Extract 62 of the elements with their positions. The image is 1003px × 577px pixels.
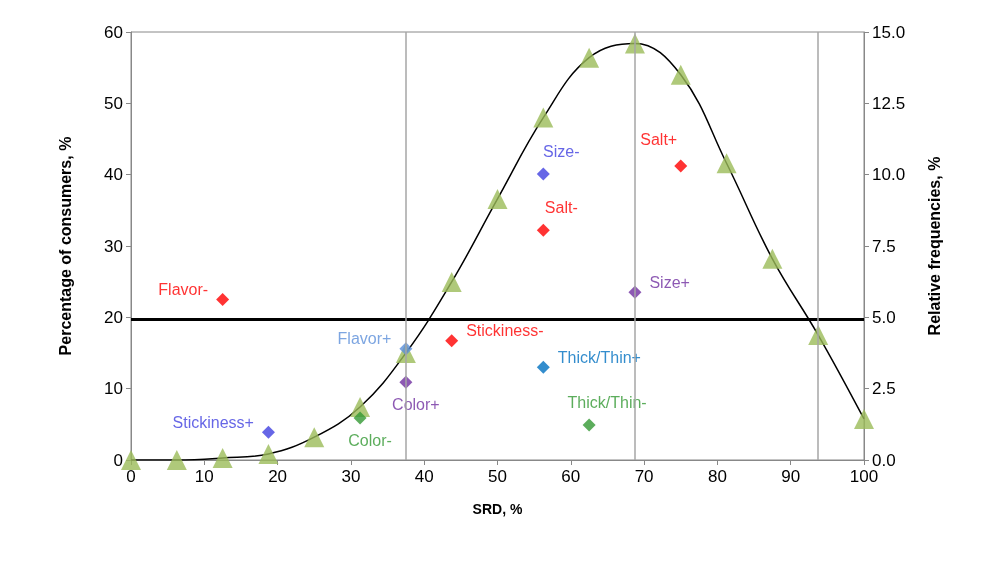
x-tick-label: 100 [849, 467, 879, 486]
x-tick-label: 70 [634, 467, 654, 486]
point [762, 248, 783, 269]
y-tick-label: 0 [113, 450, 123, 470]
data-label: Color+ [392, 396, 440, 414]
point [121, 450, 141, 470]
point [445, 334, 459, 348]
point [670, 64, 691, 85]
point [854, 408, 874, 429]
data-label: Flavor+ [337, 330, 392, 348]
point [716, 153, 737, 174]
y2-tick-label: 0.0 [872, 450, 896, 470]
point [304, 427, 325, 448]
point [216, 293, 230, 306]
x-tick-label: 60 [561, 467, 581, 486]
data-label: Thick/Thin+ [557, 348, 641, 366]
point [533, 107, 554, 128]
y2-tick-label: 7.5 [872, 236, 896, 256]
point [212, 448, 233, 468]
y2-tick-label: 15.0 [872, 22, 906, 42]
point [261, 425, 275, 439]
y2-tick-label: 10.0 [872, 165, 906, 185]
data-label: Stickiness- [466, 322, 544, 340]
x-tick-label: 0 [126, 467, 136, 486]
x-tick-label: 10 [194, 467, 214, 486]
data-label: Stickiness+ [172, 413, 254, 431]
y-tick-label: 20 [104, 307, 123, 327]
x-tick-label: 90 [781, 467, 801, 486]
data-label: Thick/Thin- [567, 394, 647, 412]
point [166, 450, 187, 470]
x-axis-title: SRD, % [472, 501, 523, 517]
point [441, 271, 462, 292]
y2-tick-label: 5.0 [872, 307, 896, 327]
data-label: Salt- [544, 199, 578, 217]
x-tick-label: 20 [268, 467, 288, 486]
y-axis-title: Percentage of consumers, % [56, 136, 74, 356]
data-label: Color- [348, 431, 392, 449]
data-label: Size- [543, 142, 580, 160]
point [353, 411, 367, 425]
point [582, 418, 596, 432]
data-label: Flavor- [158, 281, 209, 298]
y-tick-label: 30 [104, 236, 123, 256]
y2-tick-label: 12.5 [872, 93, 906, 113]
point [536, 223, 550, 237]
y2-axis-title: Relative frequencies, % [925, 156, 943, 336]
x-tick-label: 80 [707, 467, 727, 486]
y-tick-label: 10 [104, 379, 123, 399]
point [674, 159, 688, 173]
point [536, 167, 550, 181]
point [579, 47, 600, 68]
x-tick-label: 30 [341, 467, 361, 486]
x-tick-label: 40 [414, 467, 434, 486]
x-tick-label: 50 [488, 467, 507, 486]
y2-tick-label: 2.5 [872, 379, 896, 399]
point [536, 360, 550, 374]
point [258, 444, 279, 465]
y-tick-label: 50 [104, 93, 123, 113]
y-tick-label: 60 [104, 22, 123, 42]
data-label: Salt+ [640, 131, 678, 149]
point [487, 188, 508, 209]
data-label: Size+ [649, 273, 690, 291]
y-tick-label: 40 [104, 165, 123, 185]
